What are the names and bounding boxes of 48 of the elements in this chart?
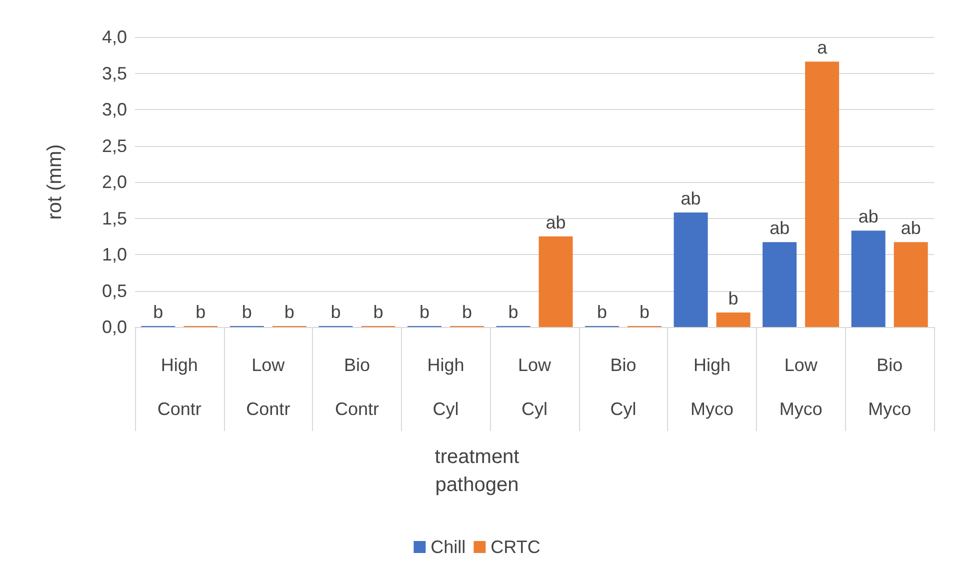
- text: treatment: [434, 446, 520, 468]
- data-label: b: [153, 302, 164, 322]
- data-label: ab: [680, 188, 701, 208]
- category-label: Low Contr: [246, 355, 290, 419]
- data-label: b: [242, 302, 252, 322]
- category-label: Bio Myco: [868, 355, 912, 419]
- category-label: Bio Cyl: [610, 355, 636, 419]
- data-label: b: [728, 288, 738, 308]
- data-label: b: [419, 302, 430, 322]
- bar: [805, 62, 840, 327]
- data-label: b: [284, 302, 294, 322]
- y-tick-label: 0,0: [102, 317, 127, 337]
- category-label: Bio Contr: [334, 355, 379, 419]
- bar: [716, 312, 750, 327]
- data-label: b: [508, 302, 518, 322]
- bar: [538, 236, 573, 327]
- y-axis-title: rot (mm): [44, 144, 66, 220]
- text: pathogen: [435, 474, 519, 496]
- y-tick-label: 3,0: [102, 100, 127, 120]
- bar: [851, 230, 886, 327]
- data-label: ab: [770, 218, 790, 238]
- bar: [762, 242, 797, 327]
- data-label: b: [373, 302, 384, 322]
- legend-label: CRTC: [490, 537, 540, 557]
- bar: [674, 212, 708, 327]
- category-label: High Myco: [690, 355, 734, 419]
- category-label: High Cyl: [427, 355, 464, 419]
- data-label: b: [196, 302, 206, 322]
- y-tick-label: 2,5: [102, 136, 127, 156]
- y-tick-label: 3,5: [102, 63, 127, 84]
- y-tick-label: 1,0: [102, 244, 127, 264]
- category-label: Low Cyl: [518, 355, 552, 419]
- data-label: ab: [546, 212, 566, 232]
- data-label: a: [817, 38, 828, 58]
- legend-label: Chill: [430, 537, 466, 557]
- y-tick-label: 0,5: [102, 280, 127, 301]
- data-label: b: [462, 302, 472, 322]
- y-tick-label: 2,0: [102, 172, 127, 192]
- bar: [894, 242, 928, 327]
- y-tick-label: 1,5: [102, 208, 127, 228]
- data-label: ab: [900, 218, 921, 238]
- data-label: ab: [858, 206, 878, 227]
- data-label: b: [597, 302, 608, 322]
- category-label: High Contr: [157, 355, 202, 419]
- y-tick-label: 4,0: [102, 27, 127, 47]
- data-label: b: [330, 302, 341, 322]
- category-label: Low Myco: [779, 355, 822, 419]
- data-label: b: [640, 302, 650, 322]
